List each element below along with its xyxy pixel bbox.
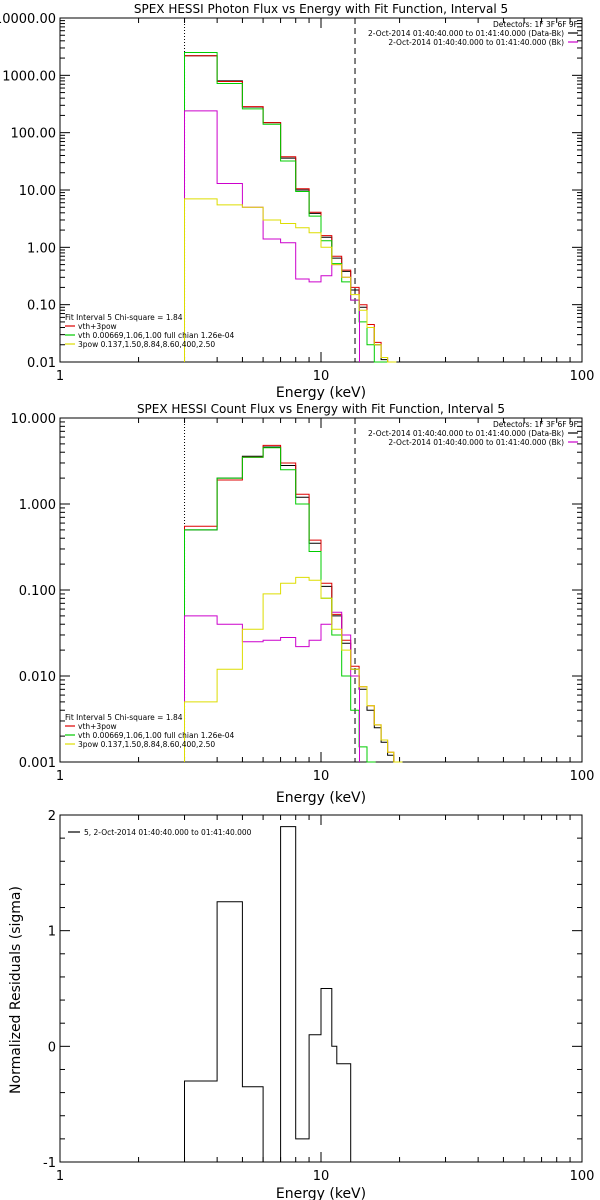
- y-tick-label: 1.00: [27, 241, 56, 256]
- y-tick-label: 0.001: [19, 756, 56, 771]
- y-tick-label: 0.010: [19, 670, 56, 685]
- x-tick-label: 10: [313, 369, 330, 384]
- residuals-xlabel: Energy (keV): [276, 1186, 366, 1200]
- x-tick-label: 10: [313, 1169, 330, 1184]
- legend-header: Fit Interval 5 Chi-square = 1.84: [65, 713, 183, 722]
- photon-flux-xlabel: Energy (keV): [276, 385, 366, 401]
- x-tick-label: 10: [313, 769, 330, 784]
- series-line-4: [184, 611, 360, 762]
- legend-header: Fit Interval 5 Chi-square = 1.84: [65, 313, 183, 322]
- photon-flux-panel: SPEX HESSI Photon Flux vs Energy with Fi…: [0, 2, 594, 401]
- x-tick-label: 1: [56, 369, 64, 384]
- y-tick-label: 1000.00: [2, 69, 56, 84]
- series-line-1: [184, 55, 397, 363]
- y-tick-label: 10.00: [19, 184, 56, 199]
- residuals-ylabel: Normalized Residuals (sigma): [8, 886, 24, 1094]
- series-line-4: [184, 110, 360, 362]
- count-flux-xlabel: Energy (keV): [276, 790, 366, 806]
- series-line-5: [184, 198, 397, 363]
- y-tick-label: 1: [48, 925, 56, 940]
- legend-entry-label: 5, 2-Oct-2014 01:40:40.000 to 01:41:40.0…: [84, 828, 252, 837]
- series-line-3: [184, 447, 376, 763]
- y-tick-label: 100.00: [11, 127, 57, 142]
- x-tick-label: 100: [570, 1169, 595, 1184]
- legend-entry-label: 3pow 0.137,1.50,8.84,8.60,400,2.50: [78, 340, 215, 349]
- legend-entry-label: 2-Oct-2014 01:40:40.000 to 01:41:40.000 …: [388, 438, 564, 447]
- legend-entry-label: 2-Oct-2014 01:40:40.000 to 01:41:40.000 …: [368, 429, 564, 438]
- y-tick-label: 0.10: [27, 299, 56, 314]
- y-tick-label: 2: [48, 809, 56, 824]
- y-tick-label: -1: [43, 1156, 56, 1171]
- legend-entry-label: vth 0.00669,1.06,1.00 full chian 1.26e-0…: [78, 331, 235, 340]
- photon-flux-title: SPEX HESSI Photon Flux vs Energy with Fi…: [134, 2, 508, 16]
- count-flux-title: SPEX HESSI Count Flux vs Energy with Fit…: [137, 402, 505, 416]
- series-line-1: [184, 826, 352, 1163]
- legend-entry-label: 2-Oct-2014 01:40:40.000 to 01:41:40.000 …: [368, 29, 564, 38]
- residuals-panel: Energy (keV) Normalized Residuals (sigma…: [8, 809, 594, 1200]
- y-tick-label: 0.100: [19, 584, 56, 599]
- y-tick-label: 10.000: [11, 412, 57, 427]
- legend-header: Detectors: 1F 3F 6F 9F: [493, 420, 578, 429]
- y-tick-label: 0.01: [27, 356, 56, 371]
- x-tick-label: 1: [56, 1169, 64, 1184]
- x-tick-label: 100: [570, 769, 595, 784]
- y-tick-label: 1.000: [19, 498, 56, 513]
- plot-frame: [59, 17, 583, 363]
- legend-entry-label: 2-Oct-2014 01:40:40.000 to 01:41:40.000 …: [388, 38, 564, 47]
- series-line-2: [184, 55, 397, 363]
- series-line-5: [184, 576, 403, 763]
- count-flux-panel: SPEX HESSI Count Flux vs Energy with Fit…: [11, 402, 595, 806]
- x-tick-label: 1: [56, 769, 64, 784]
- legend-entry-label: vth+3pow: [78, 322, 117, 331]
- x-tick-label: 100: [570, 369, 595, 384]
- y-tick-label: 10000.00: [0, 12, 56, 27]
- legend-entry-label: vth 0.00669,1.06,1.00 full chian 1.26e-0…: [78, 731, 235, 740]
- legend-entry-label: 3pow 0.137,1.50,8.84,8.60,400,2.50: [78, 740, 215, 749]
- y-tick-label: 0: [48, 1040, 56, 1055]
- legend-entry-label: vth+3pow: [78, 722, 117, 731]
- legend-header: Detectors: 1F 3F 6F 9F: [493, 20, 578, 29]
- series-line-3: [184, 52, 397, 363]
